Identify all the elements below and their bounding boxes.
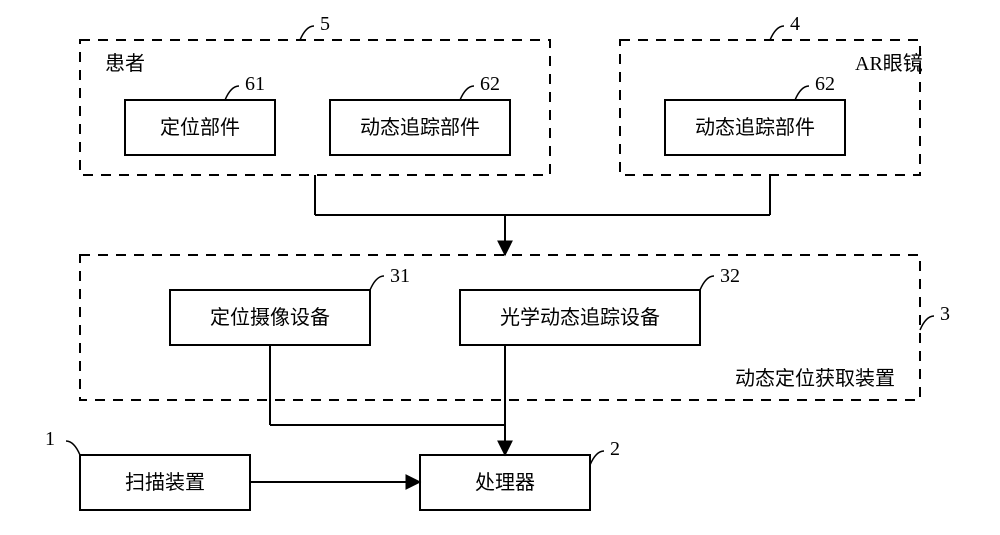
node-2-label: 处理器 — [475, 471, 535, 494]
ref-5: 5 — [320, 13, 330, 35]
ref-4: 4 — [790, 13, 800, 35]
node-dynamic-tracking-b: 动态追踪部件 62 — [665, 73, 845, 155]
edge-groups-to-positioning — [315, 175, 770, 255]
group-patient-title: 患者 — [105, 52, 145, 75]
diagram-canvas: 患者 5 AR眼镜 4 动态定位获取装置 3 定位部件 61 动态追踪部件 62… — [0, 0, 1000, 535]
ref-32: 32 — [720, 265, 740, 287]
node-dynamic-tracking-a: 动态追踪部件 62 — [330, 73, 510, 155]
ref-61: 61 — [245, 73, 265, 95]
node-62a-label: 动态追踪部件 — [360, 116, 480, 139]
node-62b-label: 动态追踪部件 — [695, 116, 815, 139]
ref-31: 31 — [390, 265, 410, 287]
node-31-label: 定位摄像设备 — [210, 306, 330, 329]
ref-62b: 62 — [815, 73, 835, 95]
ref-1: 1 — [45, 428, 55, 450]
node-positioning-component: 定位部件 61 — [125, 73, 275, 155]
node-1-label: 扫描装置 — [125, 471, 205, 494]
node-61-label: 定位部件 — [160, 116, 240, 139]
node-32-label: 光学动态追踪设备 — [500, 306, 660, 329]
group-dynamic-title: 动态定位获取装置 — [735, 367, 895, 390]
group-ar-title: AR眼镜 — [855, 52, 923, 75]
ref-2: 2 — [610, 438, 620, 460]
node-processor: 处理器 2 — [420, 438, 620, 510]
ref-62a: 62 — [480, 73, 500, 95]
node-positioning-camera: 定位摄像设备 31 — [170, 265, 410, 345]
node-optical-tracking: 光学动态追踪设备 32 — [460, 265, 740, 345]
node-scanning-device: 扫描装置 1 — [45, 428, 250, 510]
ref-3: 3 — [940, 303, 950, 325]
